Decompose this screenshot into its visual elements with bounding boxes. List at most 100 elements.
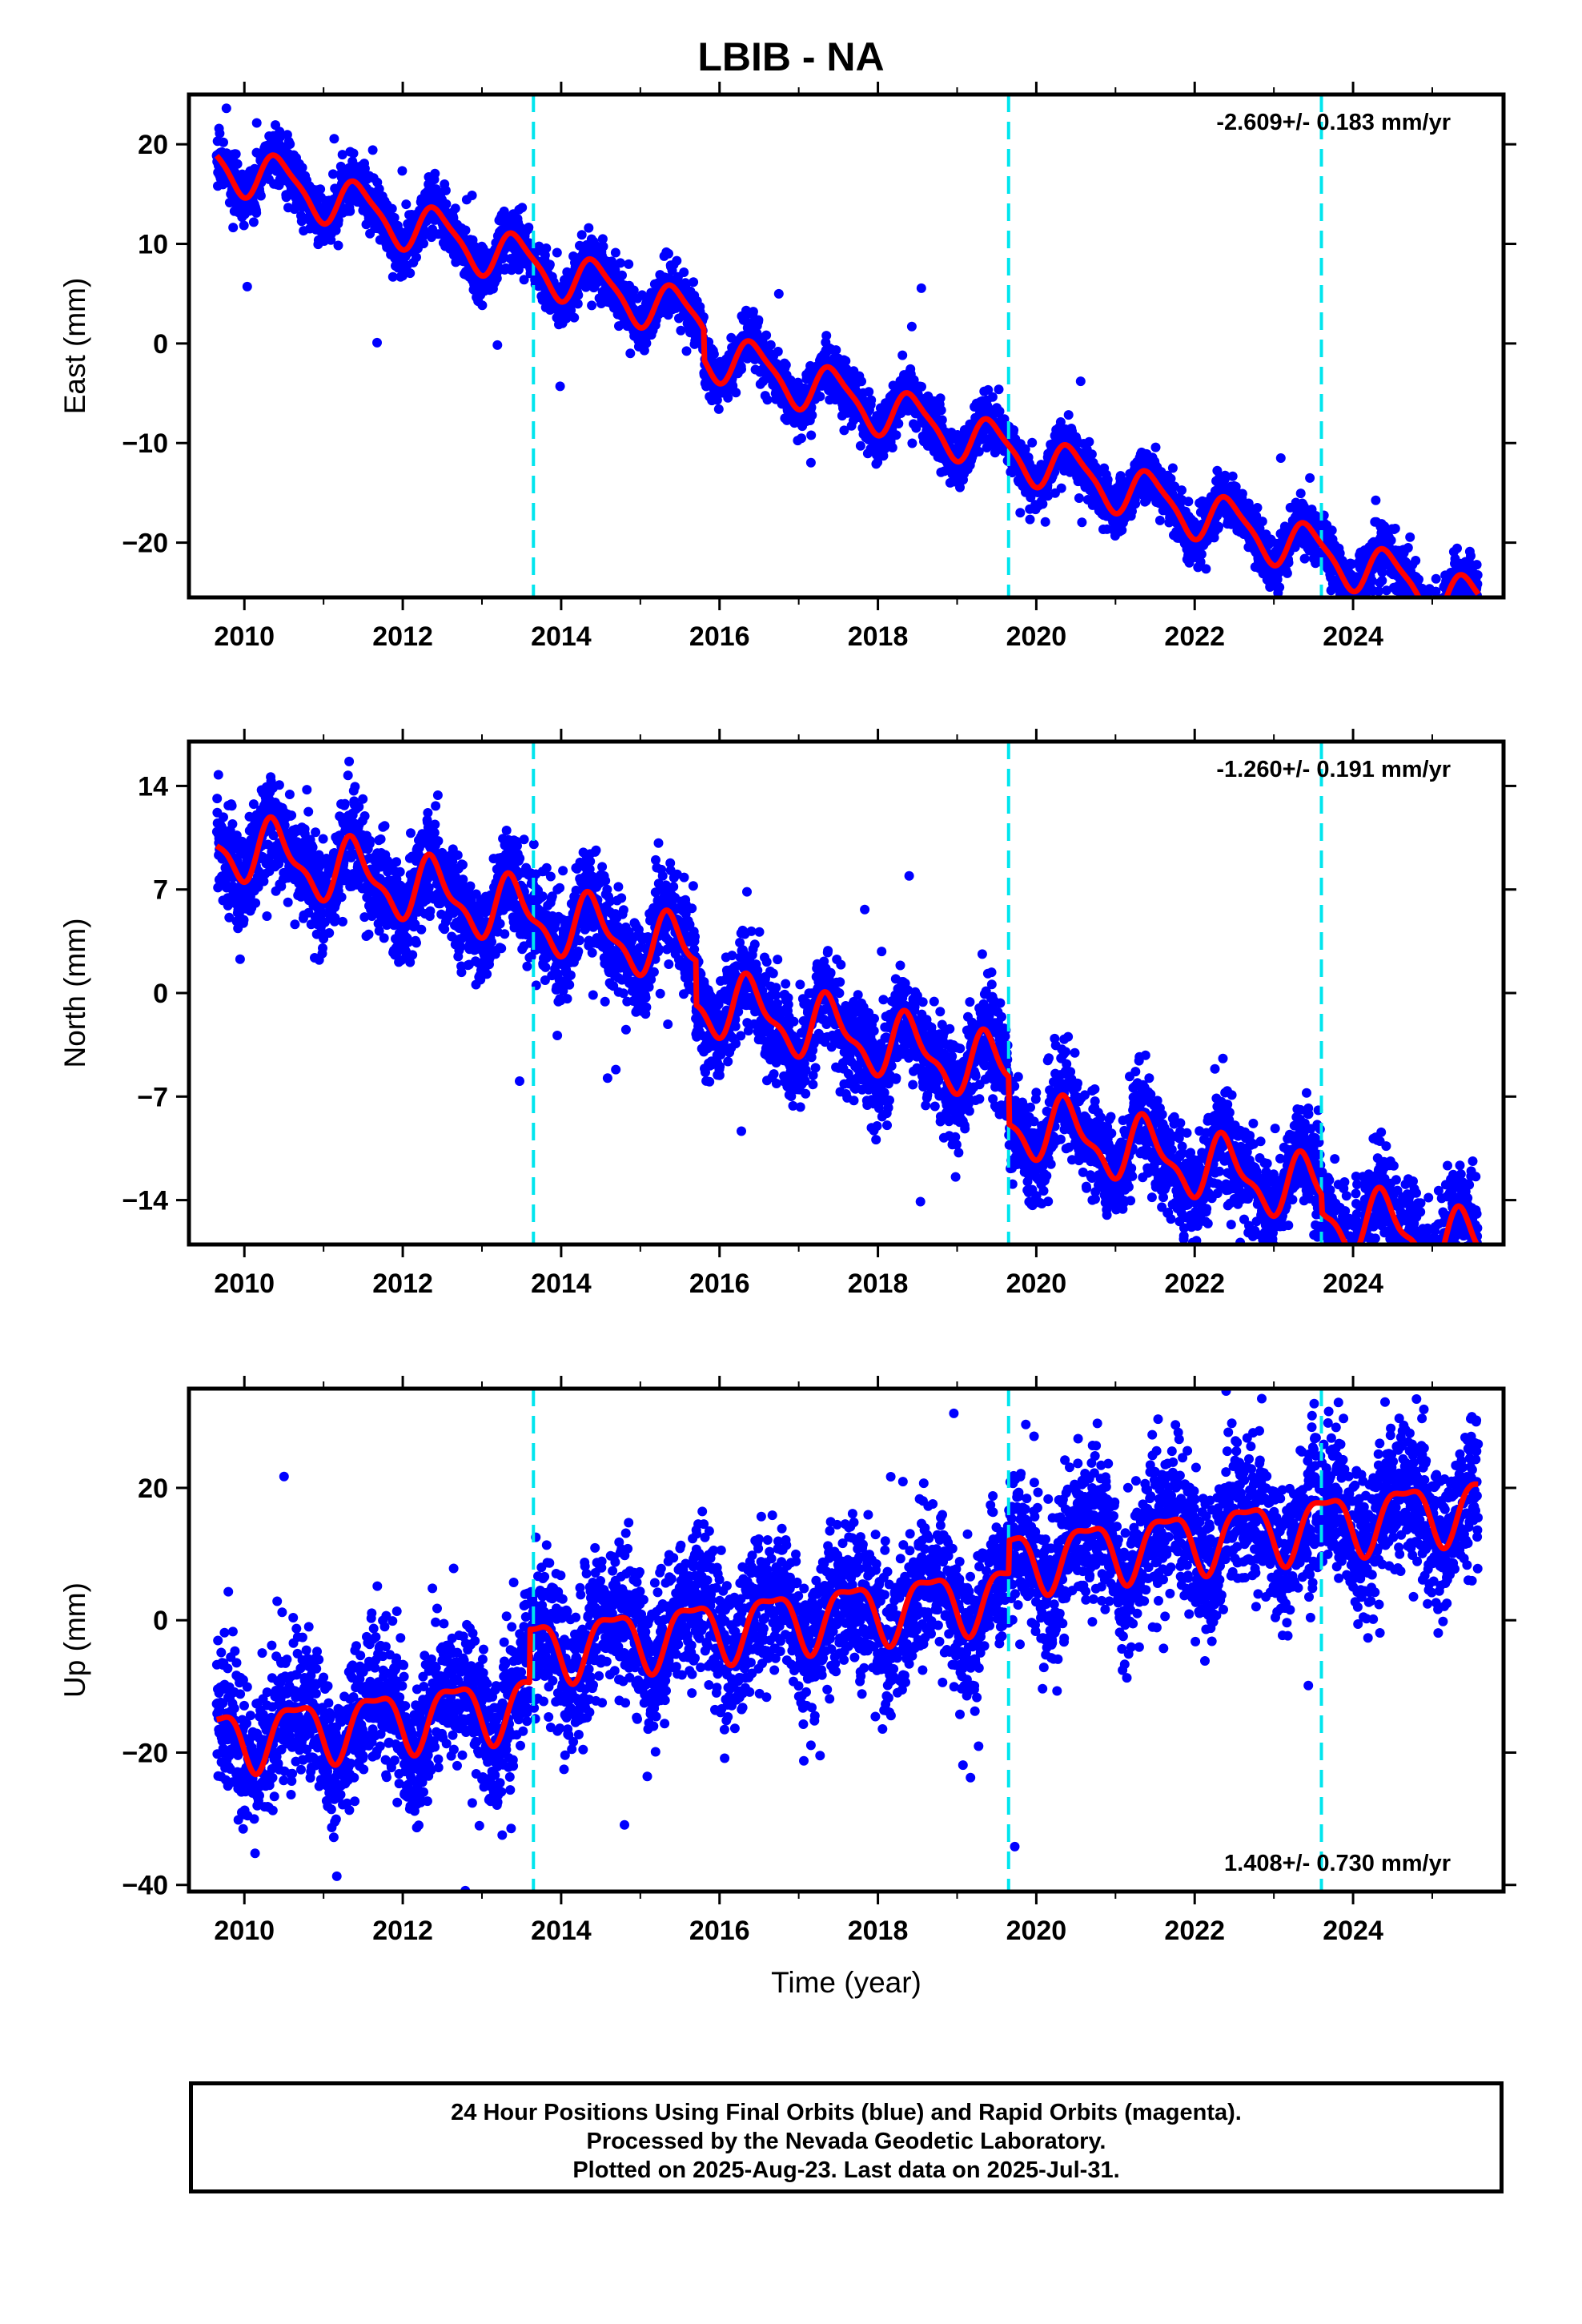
- data-point: [937, 415, 947, 425]
- data-point: [773, 347, 783, 356]
- data-point: [737, 364, 746, 375]
- data-point: [348, 148, 359, 159]
- data-point: [367, 145, 378, 155]
- data-point: [807, 410, 817, 420]
- data-point: [1075, 376, 1086, 387]
- data-point: [1275, 453, 1286, 463]
- data-point: [372, 337, 382, 348]
- data-point: [1056, 483, 1066, 493]
- data-point: [1150, 442, 1161, 452]
- data-point: [1331, 599, 1341, 609]
- data-point: [866, 395, 877, 405]
- data-point: [345, 206, 355, 216]
- data-point: [492, 340, 503, 350]
- data-point: [1183, 497, 1194, 507]
- data-point: [806, 430, 817, 440]
- data-point: [598, 241, 608, 251]
- data-point: [573, 290, 584, 300]
- data-point: [492, 273, 502, 283]
- data-point: [617, 270, 627, 280]
- data-point: [419, 239, 428, 249]
- data-point: [1214, 521, 1224, 532]
- data-point: [215, 128, 225, 139]
- data-point: [1154, 515, 1165, 525]
- data-point: [517, 203, 528, 213]
- data-point: [1257, 517, 1267, 527]
- data-point: [1347, 600, 1356, 609]
- data-point: [297, 163, 307, 173]
- data-point: [333, 215, 343, 225]
- data-point: [773, 288, 784, 299]
- data-point: [681, 346, 692, 356]
- data-point: [242, 281, 252, 292]
- data-point: [239, 220, 249, 231]
- data-point: [441, 199, 452, 209]
- data-point: [676, 325, 686, 336]
- data-point: [333, 240, 343, 251]
- data-point: [864, 387, 874, 397]
- data-point: [1063, 410, 1074, 420]
- data-point: [430, 168, 440, 179]
- data-point: [1196, 549, 1207, 560]
- data-point: [987, 392, 998, 402]
- data-point: [615, 258, 625, 268]
- data-point: [1086, 449, 1097, 460]
- data-point: [753, 315, 764, 325]
- data-point: [1015, 508, 1026, 518]
- data-point: [285, 139, 295, 149]
- data-point: [679, 267, 689, 277]
- data-point: [855, 440, 865, 451]
- data-points-east: [211, 103, 1483, 622]
- data-point: [387, 271, 398, 282]
- data-point: [412, 252, 421, 263]
- data-point: [1102, 475, 1113, 485]
- data-point: [1327, 525, 1337, 536]
- data-point: [477, 300, 488, 311]
- data-point: [519, 275, 529, 285]
- data-point: [1339, 602, 1348, 612]
- data-point: [723, 392, 733, 403]
- data-point: [576, 230, 587, 240]
- data-point: [1343, 609, 1352, 619]
- data-point: [1025, 514, 1035, 525]
- data-point: [906, 321, 917, 332]
- data-point: [337, 150, 347, 160]
- data-point: [255, 191, 266, 201]
- chart-title: LBIB - NA: [697, 34, 885, 79]
- data-point: [1339, 602, 1348, 612]
- data-point: [524, 223, 534, 232]
- panel-east: 2010 2012 2014 2016 2018 2020 2022 2024−20−1001…: [58, 82, 1516, 652]
- data-point: [610, 247, 620, 258]
- data-point: [374, 184, 384, 194]
- plot-area-east: [211, 94, 1483, 622]
- data-point: [359, 163, 370, 174]
- data-point: [389, 212, 400, 223]
- data-point: [815, 392, 825, 402]
- data-point: [709, 349, 719, 360]
- data-point: [405, 268, 416, 279]
- data-point: [797, 433, 806, 444]
- data-point: [1074, 493, 1084, 503]
- data-point: [628, 285, 639, 296]
- data-point: [251, 207, 262, 218]
- data-point: [781, 360, 791, 370]
- data-point: [672, 255, 682, 266]
- data-point: [1177, 485, 1186, 496]
- data-point: [748, 307, 758, 317]
- data-point: [1295, 489, 1306, 499]
- data-point: [544, 259, 555, 270]
- data-point: [597, 234, 608, 244]
- data-point: [805, 457, 816, 468]
- data-point: [398, 271, 408, 281]
- data-point: [625, 348, 636, 359]
- data-point: [831, 345, 841, 356]
- data-point: [891, 430, 901, 440]
- data-point: [1040, 517, 1050, 527]
- data-point: [1354, 601, 1363, 610]
- data-point: [572, 299, 583, 309]
- data-point: [1350, 613, 1359, 622]
- data-point: [1231, 481, 1241, 492]
- data-point: [1357, 604, 1367, 613]
- data-point: [1084, 436, 1094, 447]
- data-point: [761, 330, 772, 340]
